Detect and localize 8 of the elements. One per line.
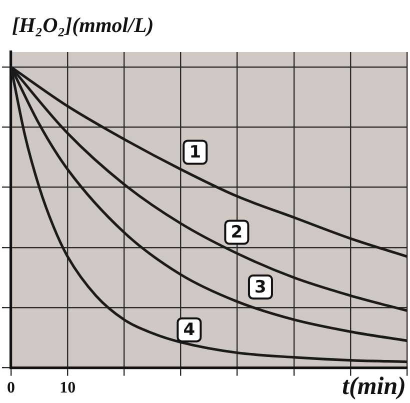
y-axis-title: [H₂O₂](mmol/L) [12,13,154,37]
series-label: 1 [189,142,202,163]
series-label: 2 [230,222,243,243]
series-label: 3 [254,277,266,298]
x-axis-title: t(min) [342,373,406,400]
series-label: 4 [183,320,196,340]
x-tick-label: 10 [60,380,76,397]
x-tick-label: 0 [7,380,15,397]
